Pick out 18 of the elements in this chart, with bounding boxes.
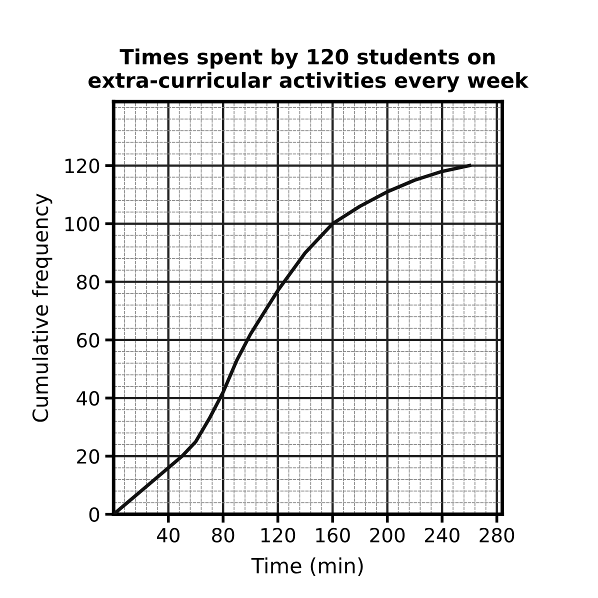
x-tick-label: 240 xyxy=(424,528,460,543)
x-tick-label: 80 xyxy=(212,528,234,543)
y-tick-label: 100 xyxy=(65,216,100,232)
x-tick-label: 40 xyxy=(156,528,180,543)
x-tick-label: 200 xyxy=(370,528,405,543)
y-tick-label: 20 xyxy=(77,449,100,464)
y-tick-label: 120 xyxy=(65,158,100,174)
y-tick-label: 60 xyxy=(77,332,100,348)
x-tick-label: 120 xyxy=(261,528,296,543)
y-tick-label: 0 xyxy=(89,507,100,522)
line-series xyxy=(114,164,472,514)
y-tick-label: 80 xyxy=(77,274,100,290)
x-tick-label: 280 xyxy=(480,528,514,543)
y-tick-label: 40 xyxy=(76,391,100,406)
y-axis-title: Cumulative frequency xyxy=(32,194,52,422)
chart-title: Times spent by 120 students on extra-curricular activities every week xyxy=(88,48,529,92)
x-axis-title: Time (min) xyxy=(251,557,363,576)
x-tick-label: 160 xyxy=(316,528,350,543)
